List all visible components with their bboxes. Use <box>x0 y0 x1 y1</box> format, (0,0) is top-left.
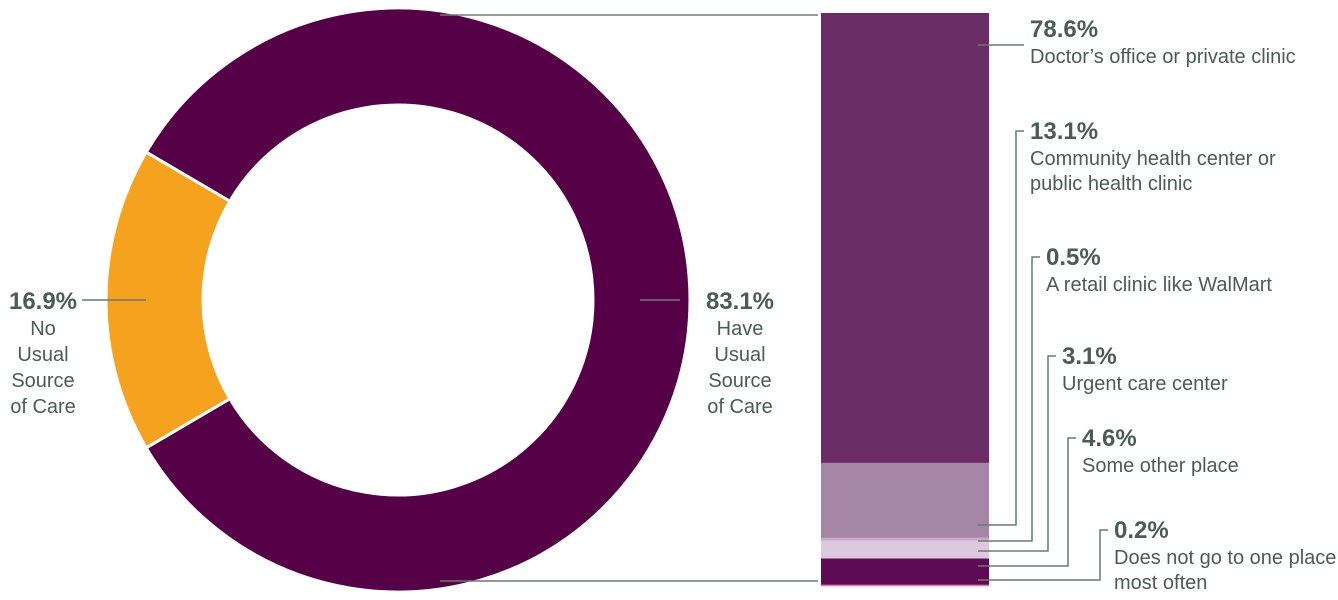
bar-label-other-place-leader <box>978 437 1076 567</box>
donut-label-no-label-line: No <box>30 318 56 340</box>
donut-slice-have-usual-source <box>144 6 692 594</box>
donut-chart: 83.1% Have Usual Source of Care 16.9% No Usual S… <box>9 6 774 594</box>
donut-slice-no-usual-source <box>104 150 232 450</box>
bar-segment-community-health <box>821 462 989 538</box>
bar-segment-urgent-care <box>821 540 989 559</box>
stacked-bar-chart <box>821 13 989 587</box>
donut-label-no-label-line: Usual <box>17 344 68 366</box>
bar-label-community-health-value: 13.1% <box>1030 118 1098 145</box>
donut-label-have-label-line: Source <box>708 370 771 392</box>
bar-label-urgent-care: 3.1% Urgent care center <box>1062 343 1228 395</box>
donut-label-have: 83.1% Have Usual Source of Care <box>706 288 774 418</box>
bar-label-community-health-label-line: public health clinic <box>1030 173 1192 195</box>
bar-label-other-place-label-line: Some other place <box>1082 455 1239 477</box>
bar-label-doctors-office-label-line: Doctor’s office or private clinic <box>1030 46 1296 68</box>
bar-segment-other-place <box>821 558 989 585</box>
bar-label-doctors-office: 78.6% Doctor’s office or private clinic <box>1030 16 1296 68</box>
bar-label-other-place: 4.6% Some other place <box>1082 425 1239 477</box>
bar-label-community-health-label-line: Community health center or <box>1030 148 1276 170</box>
bar-label-doctors-office-value: 78.6% <box>1030 16 1098 43</box>
donut-label-no: 16.9% No Usual Source of Care <box>9 288 77 418</box>
bar-label-urgent-care-label-line: Urgent care center <box>1062 373 1228 395</box>
donut-label-have-label-line: Have <box>717 318 764 340</box>
bar-label-other-place-value: 4.6% <box>1082 425 1137 452</box>
bar-segment-retail-clinic <box>821 537 989 541</box>
bar-label-no-one-place-label-line: Does not go to one place <box>1114 547 1336 569</box>
bar-label-community-health-leader <box>978 130 1024 526</box>
bar-label-retail-clinic-label-line: A retail clinic like WalMart <box>1046 274 1272 296</box>
donut-label-no-label-line: of Care <box>10 396 76 418</box>
bar-segment-doctors-office <box>821 13 989 463</box>
bar-label-urgent-care-leader <box>978 355 1056 552</box>
donut-label-have-label-line: Usual <box>714 344 765 366</box>
bar-label-retail-clinic-value: 0.5% <box>1046 244 1101 271</box>
donut-label-have-value: 83.1% <box>706 288 774 315</box>
bar-label-retail-clinic-leader <box>978 256 1040 542</box>
bar-labels: 78.6% Doctor’s office or private clinic 13… <box>978 16 1336 594</box>
bar-label-no-one-place-label-line: most often <box>1114 572 1207 594</box>
donut-label-no-label-line: Source <box>11 370 74 392</box>
donut-label-have-label-line: of Care <box>707 396 773 418</box>
bar-label-urgent-care-value: 3.1% <box>1062 343 1117 370</box>
bar-label-no-one-place: 0.2% Does not go to one place most often <box>1114 517 1336 594</box>
bar-segment-no-one-place <box>821 584 989 587</box>
bar-label-retail-clinic: 0.5% A retail clinic like WalMart <box>1046 244 1272 296</box>
bar-label-community-health: 13.1% Community health center or public he… <box>1030 118 1276 195</box>
connector-lines <box>440 14 818 582</box>
bar-label-no-one-place-value: 0.2% <box>1114 517 1169 544</box>
donut-label-no-value: 16.9% <box>9 288 77 315</box>
bar-label-no-one-place-leader <box>978 529 1108 581</box>
